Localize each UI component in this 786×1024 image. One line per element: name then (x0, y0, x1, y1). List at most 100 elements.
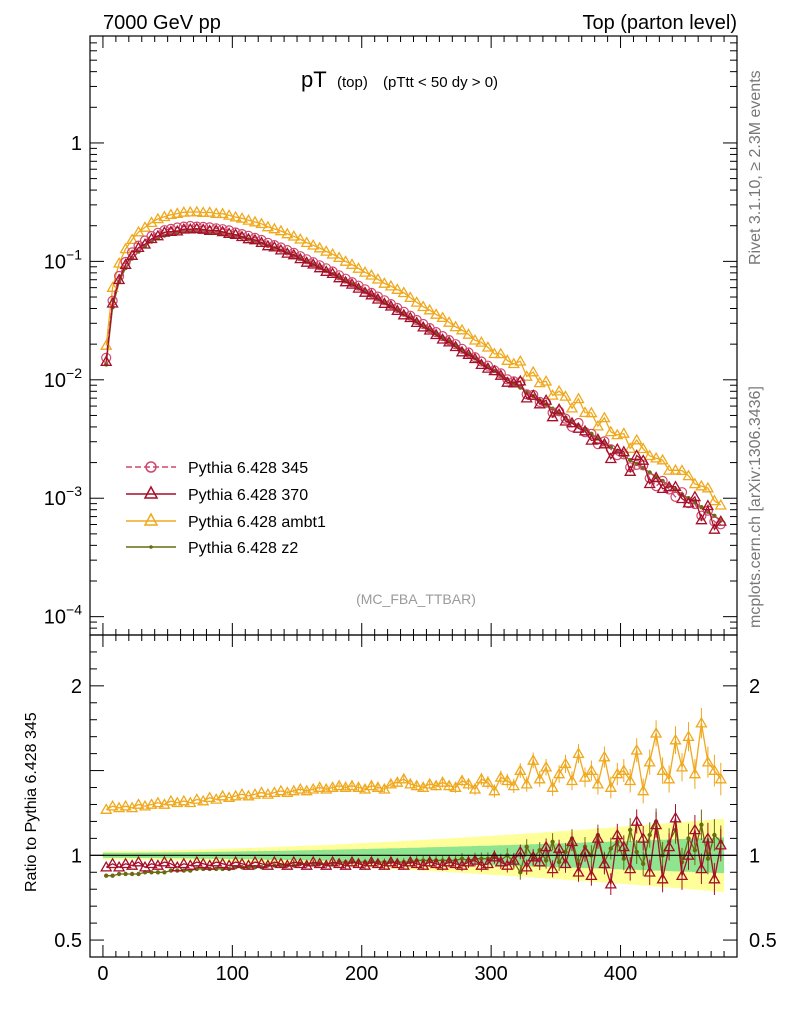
ratio-point-p370 (494, 855, 507, 867)
main-point-p370 (708, 523, 721, 534)
main-point-ambt1 (598, 411, 611, 423)
ratio-point-p370 (371, 857, 385, 869)
ratio-point-p370 (235, 857, 249, 869)
y-tick-label: 1 (71, 133, 82, 155)
main-point-ambt1 (352, 262, 365, 273)
ratio-point-p370 (617, 840, 630, 852)
ratio-point-z2 (686, 836, 691, 841)
ratio-point-ambt1 (475, 772, 488, 784)
main-point-p345 (709, 516, 720, 527)
main-point-ambt1 (190, 205, 203, 217)
x-tick-label: 200 (345, 963, 378, 985)
main-point-ambt1 (397, 286, 410, 298)
ratio-point-ambt1 (468, 782, 482, 794)
main-point-p370 (313, 261, 326, 273)
ratio-point-p370 (248, 855, 262, 867)
main-point-ambt1 (326, 247, 339, 259)
legend-label-370: Pythia 6.428 370 (188, 487, 308, 504)
main-point-ambt1 (125, 233, 139, 245)
main-point-ambt1 (468, 333, 482, 345)
ratio-point-p370 (656, 872, 669, 884)
ratio-point-p370 (527, 850, 540, 862)
ratio-point-p370 (468, 854, 482, 865)
main-point-ambt1 (171, 207, 184, 218)
main-point-ambt1 (488, 347, 501, 359)
main-point-p370 (119, 258, 132, 269)
ratio-point-z2 (692, 848, 698, 853)
main-point-ambt1 (604, 425, 617, 437)
main-point-ambt1 (527, 365, 540, 377)
main-point-p370 (332, 271, 346, 283)
ratio-point-ambt1 (423, 777, 436, 789)
ratio-point-p370 (669, 811, 682, 823)
main-line-p370 (105, 228, 722, 531)
main-point-ambt1 (184, 205, 197, 217)
main-point-p370 (281, 246, 294, 258)
ratio-point-ambt1 (203, 791, 216, 803)
ratio-point-p370 (352, 857, 365, 869)
main-point-ambt1 (345, 258, 359, 269)
ratio-point-z2 (123, 871, 128, 877)
ratio-point-ambt1 (598, 750, 611, 762)
main-point-p370 (164, 225, 178, 236)
ratio-point-p370 (164, 857, 178, 869)
ratio-point-p370 (539, 840, 553, 852)
main-point-ambt1 (462, 328, 475, 339)
main-point-ambt1 (307, 238, 320, 250)
ratio-point-ambt1 (649, 726, 663, 738)
main-point-p345 (560, 413, 571, 424)
main-point-p370 (242, 232, 255, 244)
main-point-p370 (229, 228, 242, 240)
main-point-p370 (455, 345, 469, 357)
legend-marker (145, 461, 157, 473)
side-label-lower: mcplots.cern.ch [arXiv:1306.3436] (747, 386, 764, 628)
main-point-ambt1 (559, 390, 572, 401)
ratio-point-p370 (158, 855, 171, 867)
header-right: Top (parton level) (582, 12, 737, 34)
ratio-point-ambt1 (565, 774, 579, 786)
ratio-point-p370 (177, 857, 190, 869)
main-point-ambt1 (371, 272, 385, 284)
ratio-plot: 0 100 200 300 400 2 2 1 1 0.5 0.5 (54, 634, 777, 985)
main-point-ambt1 (177, 205, 190, 217)
main-point-p370 (436, 332, 449, 344)
main-point-p370 (546, 410, 559, 422)
main-point-ambt1 (714, 498, 727, 510)
main-point-ambt1 (119, 242, 132, 254)
x-tick-label: 0 (97, 963, 108, 985)
main-point-ambt1 (688, 477, 702, 489)
legend-entry-z2: Pythia 6.428 z2 (126, 540, 298, 557)
y-tick-label: 10−2 (44, 365, 82, 392)
ratio-point-p370 (410, 857, 423, 869)
ratio-point-ambt1 (701, 755, 715, 767)
ratio-point-ambt1 (539, 760, 553, 772)
legend-label-z2: Pythia 6.428 z2 (188, 540, 298, 557)
ratio-y-tick-label-right: 0.5 (749, 930, 777, 952)
ratio-point-p370 (294, 857, 307, 869)
ratio-point-ambt1 (643, 755, 656, 767)
main-point-ambt1 (222, 209, 236, 220)
main-point-p370 (125, 249, 139, 260)
title-main: pT (301, 67, 327, 92)
ratio-point-z2 (162, 870, 167, 875)
main-point-p370 (468, 352, 482, 364)
main-point-p370 (339, 275, 352, 287)
y-tick-label: 10−1 (44, 246, 82, 273)
ratio-point-z2 (641, 861, 646, 867)
ratio-point-p370 (520, 860, 533, 872)
main-point-p345 (495, 368, 506, 379)
ratio-point-ambt1 (688, 767, 702, 779)
main-point-ambt1 (514, 354, 527, 366)
main-point-p370 (682, 496, 695, 508)
ratio-y-tick-label-left: 2 (71, 676, 82, 698)
main-point-ambt1 (203, 206, 216, 217)
main-point-ambt1 (423, 303, 436, 315)
main-point-p370 (585, 434, 598, 445)
ratio-point-ambt1 (604, 781, 617, 792)
ratio-point-ambt1 (177, 794, 190, 806)
main-point-ambt1 (281, 227, 294, 239)
main-point-ambt1 (649, 451, 663, 463)
ratio-point-p370 (546, 862, 559, 874)
main-point-p370 (190, 222, 203, 234)
main-point-p370 (378, 297, 391, 308)
